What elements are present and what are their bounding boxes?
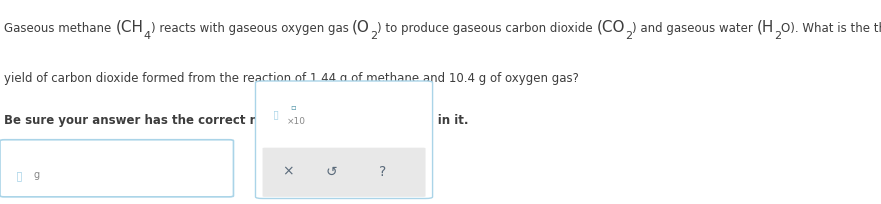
Text: 2: 2: [370, 31, 377, 41]
Text: (CO: (CO: [596, 20, 625, 35]
Text: ▯: ▯: [16, 169, 23, 182]
Text: g: g: [33, 170, 40, 181]
FancyBboxPatch shape: [0, 140, 233, 197]
Text: (O: (O: [352, 20, 370, 35]
Text: ) and gaseous water: ) and gaseous water: [633, 22, 757, 35]
Text: 2: 2: [625, 31, 633, 41]
Text: 4: 4: [144, 31, 151, 41]
Text: ↺: ↺: [326, 165, 337, 179]
Text: Gaseous methane: Gaseous methane: [4, 22, 115, 35]
Text: 2: 2: [774, 31, 781, 41]
Text: ▯: ▯: [273, 110, 279, 120]
Text: yield of carbon dioxide formed from the reaction of 1.44 g of methane and 10.4 g: yield of carbon dioxide formed from the …: [4, 72, 580, 85]
FancyBboxPatch shape: [263, 148, 426, 197]
Text: O). What is the theoretical: O). What is the theoretical: [781, 22, 881, 35]
Text: ▫: ▫: [291, 103, 296, 112]
FancyBboxPatch shape: [255, 81, 433, 198]
Text: ×: ×: [282, 165, 293, 179]
Text: ) reacts with gaseous oxygen gas: ) reacts with gaseous oxygen gas: [151, 22, 352, 35]
Text: (H: (H: [757, 20, 774, 35]
Text: (CH: (CH: [115, 20, 144, 35]
Text: ×10: ×10: [287, 117, 307, 126]
Text: Be sure your answer has the correct number of significant digits in it.: Be sure your answer has the correct numb…: [4, 114, 469, 128]
Text: ?: ?: [379, 165, 386, 179]
Text: ) to produce gaseous carbon dioxide: ) to produce gaseous carbon dioxide: [377, 22, 596, 35]
